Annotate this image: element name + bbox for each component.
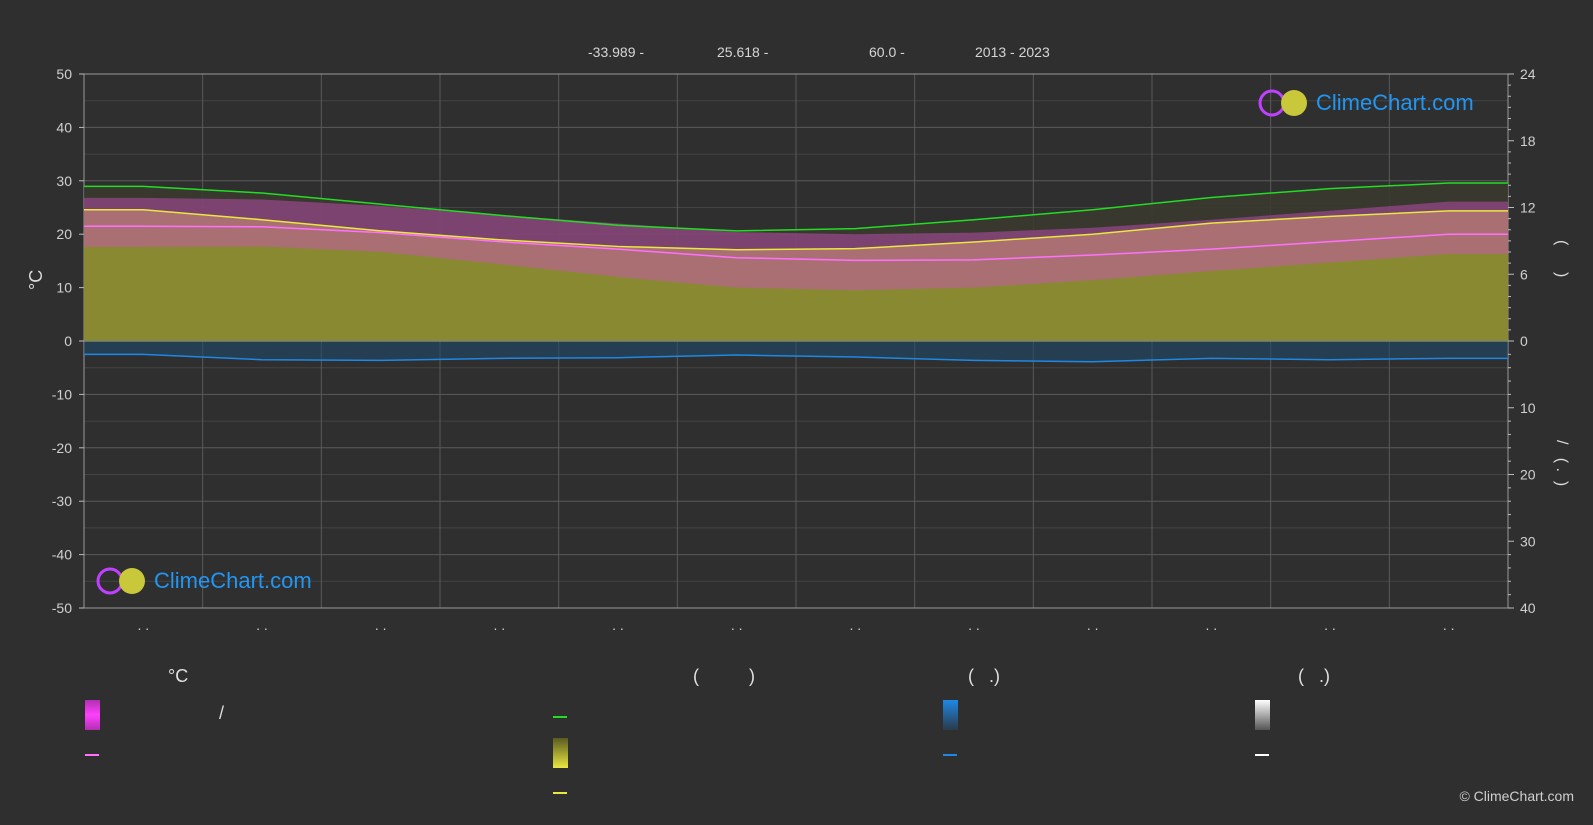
- left-tick-label: 20: [56, 226, 72, 242]
- chart-fills: [84, 183, 1508, 362]
- snow-fill-swatch: [1255, 700, 1270, 730]
- temperature-mean-line: [84, 225, 1508, 262]
- sunshine-area: [84, 209, 1508, 341]
- logo-text: ClimeChart.com: [1316, 90, 1474, 115]
- left-tick-label: 50: [56, 66, 72, 82]
- left-tick-label: -50: [52, 600, 72, 616]
- month-label: . .: [1087, 617, 1099, 633]
- sunshine-fill-swatch: [553, 738, 568, 768]
- longitude-label: 25.618 -: [717, 44, 769, 60]
- left-tick-label: 30: [56, 173, 72, 189]
- month-label: . .: [256, 617, 268, 633]
- month-label: . .: [849, 617, 861, 633]
- precipitation-area: [84, 341, 1508, 362]
- right-upper-tick-label: 12: [1520, 200, 1536, 216]
- right-axis-title-upper: ( ): [1553, 240, 1570, 278]
- temp-range-swatch: [85, 700, 100, 730]
- sunshine-line: [84, 208, 1508, 251]
- month-label: . .: [1324, 617, 1336, 633]
- legend-daylight-heading: ( ): [693, 666, 755, 686]
- month-label: . .: [731, 617, 743, 633]
- logo-text: ClimeChart.com: [154, 568, 312, 593]
- month-label: . .: [1443, 617, 1455, 633]
- left-tick-label: 40: [56, 119, 72, 135]
- legend-snow-heading: ( .): [1298, 666, 1330, 686]
- precip-line-swatch: [943, 754, 957, 756]
- latitude-label: -33.989 -: [588, 44, 645, 60]
- year-range-label: 2013 - 2023: [975, 44, 1050, 60]
- right-lower-tick-label: 10: [1520, 400, 1536, 416]
- month-label: . .: [375, 617, 387, 633]
- climechart-logo-icon: [96, 567, 145, 595]
- chart-ticks: 50 40 30 20 10 0 -10 -20 -30 -40 -50 24 18 12 6 0 10 20 30…: [52, 66, 1536, 633]
- elevation-label: 60.0 -: [869, 44, 905, 60]
- precip-fill-swatch: [943, 700, 958, 730]
- month-label: . .: [968, 617, 980, 633]
- right-lower-tick-label: 30: [1520, 533, 1536, 549]
- month-label: . .: [137, 617, 149, 633]
- right-lower-tick-label: 40: [1520, 600, 1536, 616]
- right-lower-tick-label: 20: [1520, 467, 1536, 483]
- month-label: . .: [493, 617, 505, 633]
- snow-line-swatch: [1255, 754, 1269, 756]
- left-tick-label: -10: [52, 386, 72, 402]
- legend-precip-heading: ( .): [968, 666, 1000, 686]
- copyright: © ClimeChart.com: [1459, 788, 1574, 804]
- right-upper-tick-label: 24: [1520, 66, 1536, 82]
- right-upper-tick-label: 6: [1520, 266, 1528, 282]
- left-tick-label: 0: [64, 333, 72, 349]
- daylight-swatch: [553, 716, 567, 718]
- chart-lines: [84, 182, 1508, 363]
- sunshine-line-swatch: [553, 792, 567, 794]
- right-upper-tick-label: 0: [1520, 333, 1528, 349]
- right-upper-tick-label: 18: [1520, 133, 1536, 149]
- left-tick-label: -40: [52, 547, 72, 563]
- legend-slash: /: [219, 703, 225, 723]
- daylight-line: [84, 182, 1508, 232]
- precipitation-line: [84, 353, 1508, 363]
- month-label: . .: [612, 617, 624, 633]
- brand-logo-bottom: ClimeChart.com: [96, 566, 312, 596]
- left-axis-title: °C: [26, 269, 46, 290]
- legend-temperature-heading: °C: [168, 666, 189, 686]
- climechart-logo-icon: [1258, 89, 1307, 117]
- temp-mean-swatch: [85, 754, 99, 756]
- left-tick-label: 10: [56, 280, 72, 296]
- left-tick-label: -20: [52, 440, 72, 456]
- month-label: . .: [1205, 617, 1217, 633]
- left-tick-label: -30: [52, 493, 72, 509]
- temperature-range-band: [84, 197, 1508, 291]
- brand-logo-top: ClimeChart.com: [1258, 88, 1474, 118]
- right-axis-title-lower: / ( . ): [1553, 440, 1570, 487]
